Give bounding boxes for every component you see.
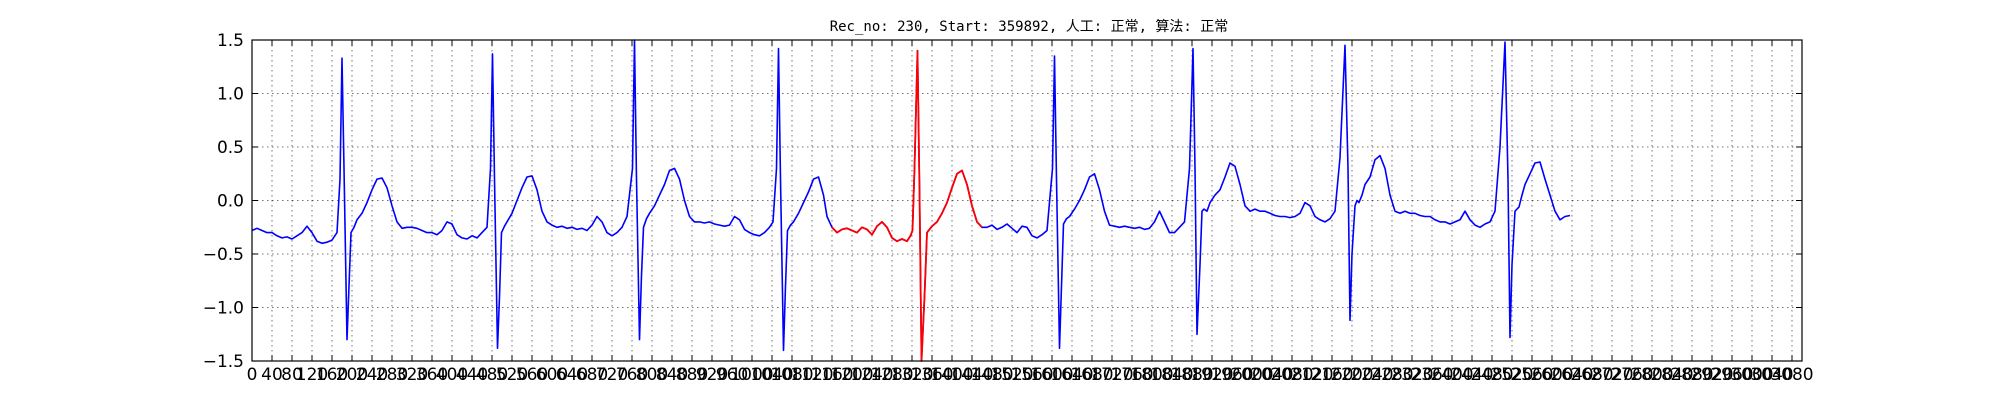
x-tick-label: 3000 — [1730, 365, 1773, 385]
chart-title: Rec_no: 230, Start: 359892, 人工: 正常, 算法: … — [830, 19, 1229, 35]
y-tick-label: −0.5 — [203, 245, 244, 265]
x-tick-label: 1760 — [1110, 365, 1153, 385]
x-tick-label: 1880 — [1170, 365, 1213, 385]
x-tick-label: 2640 — [1550, 365, 1593, 385]
x-tick-label: 1720 — [1090, 365, 1133, 385]
x-tick-label: 1920 — [1190, 365, 1233, 385]
x-tick-label: 520 — [496, 365, 528, 385]
x-tick-label: 800 — [636, 365, 668, 385]
x-tick-label: 1480 — [970, 365, 1013, 385]
x-tick-label: 1440 — [950, 365, 993, 385]
x-tick-label: 80 — [281, 365, 303, 385]
y-tick-label: 1.0 — [217, 85, 244, 105]
x-tick-label: 1560 — [1010, 365, 1053, 385]
x-tick-label: 1320 — [890, 365, 933, 385]
x-tick-label: 1520 — [990, 365, 1033, 385]
x-tick-label: 160 — [316, 365, 348, 385]
x-tick-label: 2680 — [1570, 365, 1613, 385]
x-tick-label: 3040 — [1750, 365, 1793, 385]
x-tick-label: 2120 — [1290, 365, 1333, 385]
x-tick-label: 1000 — [730, 365, 773, 385]
x-tick-label: 1040 — [750, 365, 793, 385]
y-tick-label: −1.5 — [203, 352, 244, 372]
x-tick-label: 400 — [436, 365, 468, 385]
x-tick-label: 480 — [476, 365, 508, 385]
x-tick-label: 1360 — [910, 365, 953, 385]
y-tick-label: 0.5 — [217, 138, 244, 158]
x-tick-label: 2600 — [1530, 365, 1573, 385]
x-tick-label: 2360 — [1410, 365, 1453, 385]
x-tick-label: 2440 — [1450, 365, 1493, 385]
x-tick-label: 1640 — [1050, 365, 1093, 385]
x-tick-label: 1120 — [790, 365, 833, 385]
x-tick-label: 40 — [261, 365, 283, 385]
y-tick-label: 0.0 — [217, 192, 244, 212]
x-tick-label: 1680 — [1070, 365, 1113, 385]
x-tick-label: 960 — [716, 365, 748, 385]
x-tick-label: 2840 — [1650, 365, 1693, 385]
x-tick-label: 2560 — [1510, 365, 1553, 385]
x-tick-label: 1160 — [810, 365, 853, 385]
x-tick-label: 1240 — [850, 365, 893, 385]
x-tick-label: 640 — [556, 365, 588, 385]
x-tick-label: 760 — [616, 365, 648, 385]
x-tick-label: 2720 — [1590, 365, 1633, 385]
x-tick-label: 3080 — [1770, 365, 1813, 385]
x-tick-label: 2000 — [1230, 365, 1273, 385]
x-tick-label: 360 — [416, 365, 448, 385]
x-tick-label: 2400 — [1430, 365, 1473, 385]
x-tick-label: 1600 — [1030, 365, 1073, 385]
x-tick-label: 1840 — [1150, 365, 1193, 385]
x-tick-label: 2320 — [1390, 365, 1433, 385]
x-tick-label: 1200 — [830, 365, 873, 385]
x-tick-label: 720 — [596, 365, 628, 385]
x-tick-label: 0 — [247, 365, 258, 385]
grid-lines — [251, 39, 1802, 362]
x-tick-label: 440 — [456, 365, 488, 385]
x-tick-label: 2160 — [1310, 365, 1353, 385]
y-axis-ticks: 1.5 1.0 0.5 0.0 −0.5 −1.0 −1.5 — [203, 31, 1802, 372]
x-tick-label: 880 — [676, 365, 708, 385]
x-tick-label: 680 — [576, 365, 608, 385]
x-tick-label: 280 — [376, 365, 408, 385]
x-tick-label: 1800 — [1130, 365, 1173, 385]
x-tick-label: 920 — [696, 365, 728, 385]
series-layer — [251, 39, 1571, 362]
x-tick-label: 2760 — [1610, 365, 1653, 385]
x-tick-label: 560 — [516, 365, 548, 385]
x-tick-label: 1280 — [870, 365, 913, 385]
x-tick-label: 600 — [536, 365, 568, 385]
x-tick-label: 1400 — [930, 365, 973, 385]
x-tick-label: 2240 — [1350, 365, 1393, 385]
x-tick-label: 2480 — [1470, 365, 1513, 385]
x-tick-label: 2520 — [1490, 365, 1533, 385]
x-axis-ticks: 0 408012016020024028032036040044048052056… — [247, 40, 1814, 385]
x-tick-label: 1080 — [770, 365, 813, 385]
y-tick-label: −1.0 — [203, 299, 244, 319]
x-tick-label: 2040 — [1250, 365, 1293, 385]
x-tick-label: 120 — [296, 365, 328, 385]
x-tick-label: 2920 — [1690, 365, 1733, 385]
highlighted-beat-trace — [831, 49, 983, 362]
x-tick-label: 2880 — [1670, 365, 1713, 385]
x-tick-label: 1960 — [1210, 365, 1253, 385]
x-tick-label: 840 — [656, 365, 688, 385]
x-tick-label: 2800 — [1630, 365, 1673, 385]
y-tick-label: 1.5 — [217, 31, 244, 51]
x-tick-label: 2200 — [1330, 365, 1373, 385]
x-tick-label: 320 — [396, 365, 428, 385]
x-tick-label: 2080 — [1270, 365, 1313, 385]
x-tick-label: 2960 — [1710, 365, 1753, 385]
x-tick-label: 200 — [336, 365, 368, 385]
x-tick-label: 2280 — [1370, 365, 1413, 385]
x-tick-label: 240 — [356, 365, 388, 385]
